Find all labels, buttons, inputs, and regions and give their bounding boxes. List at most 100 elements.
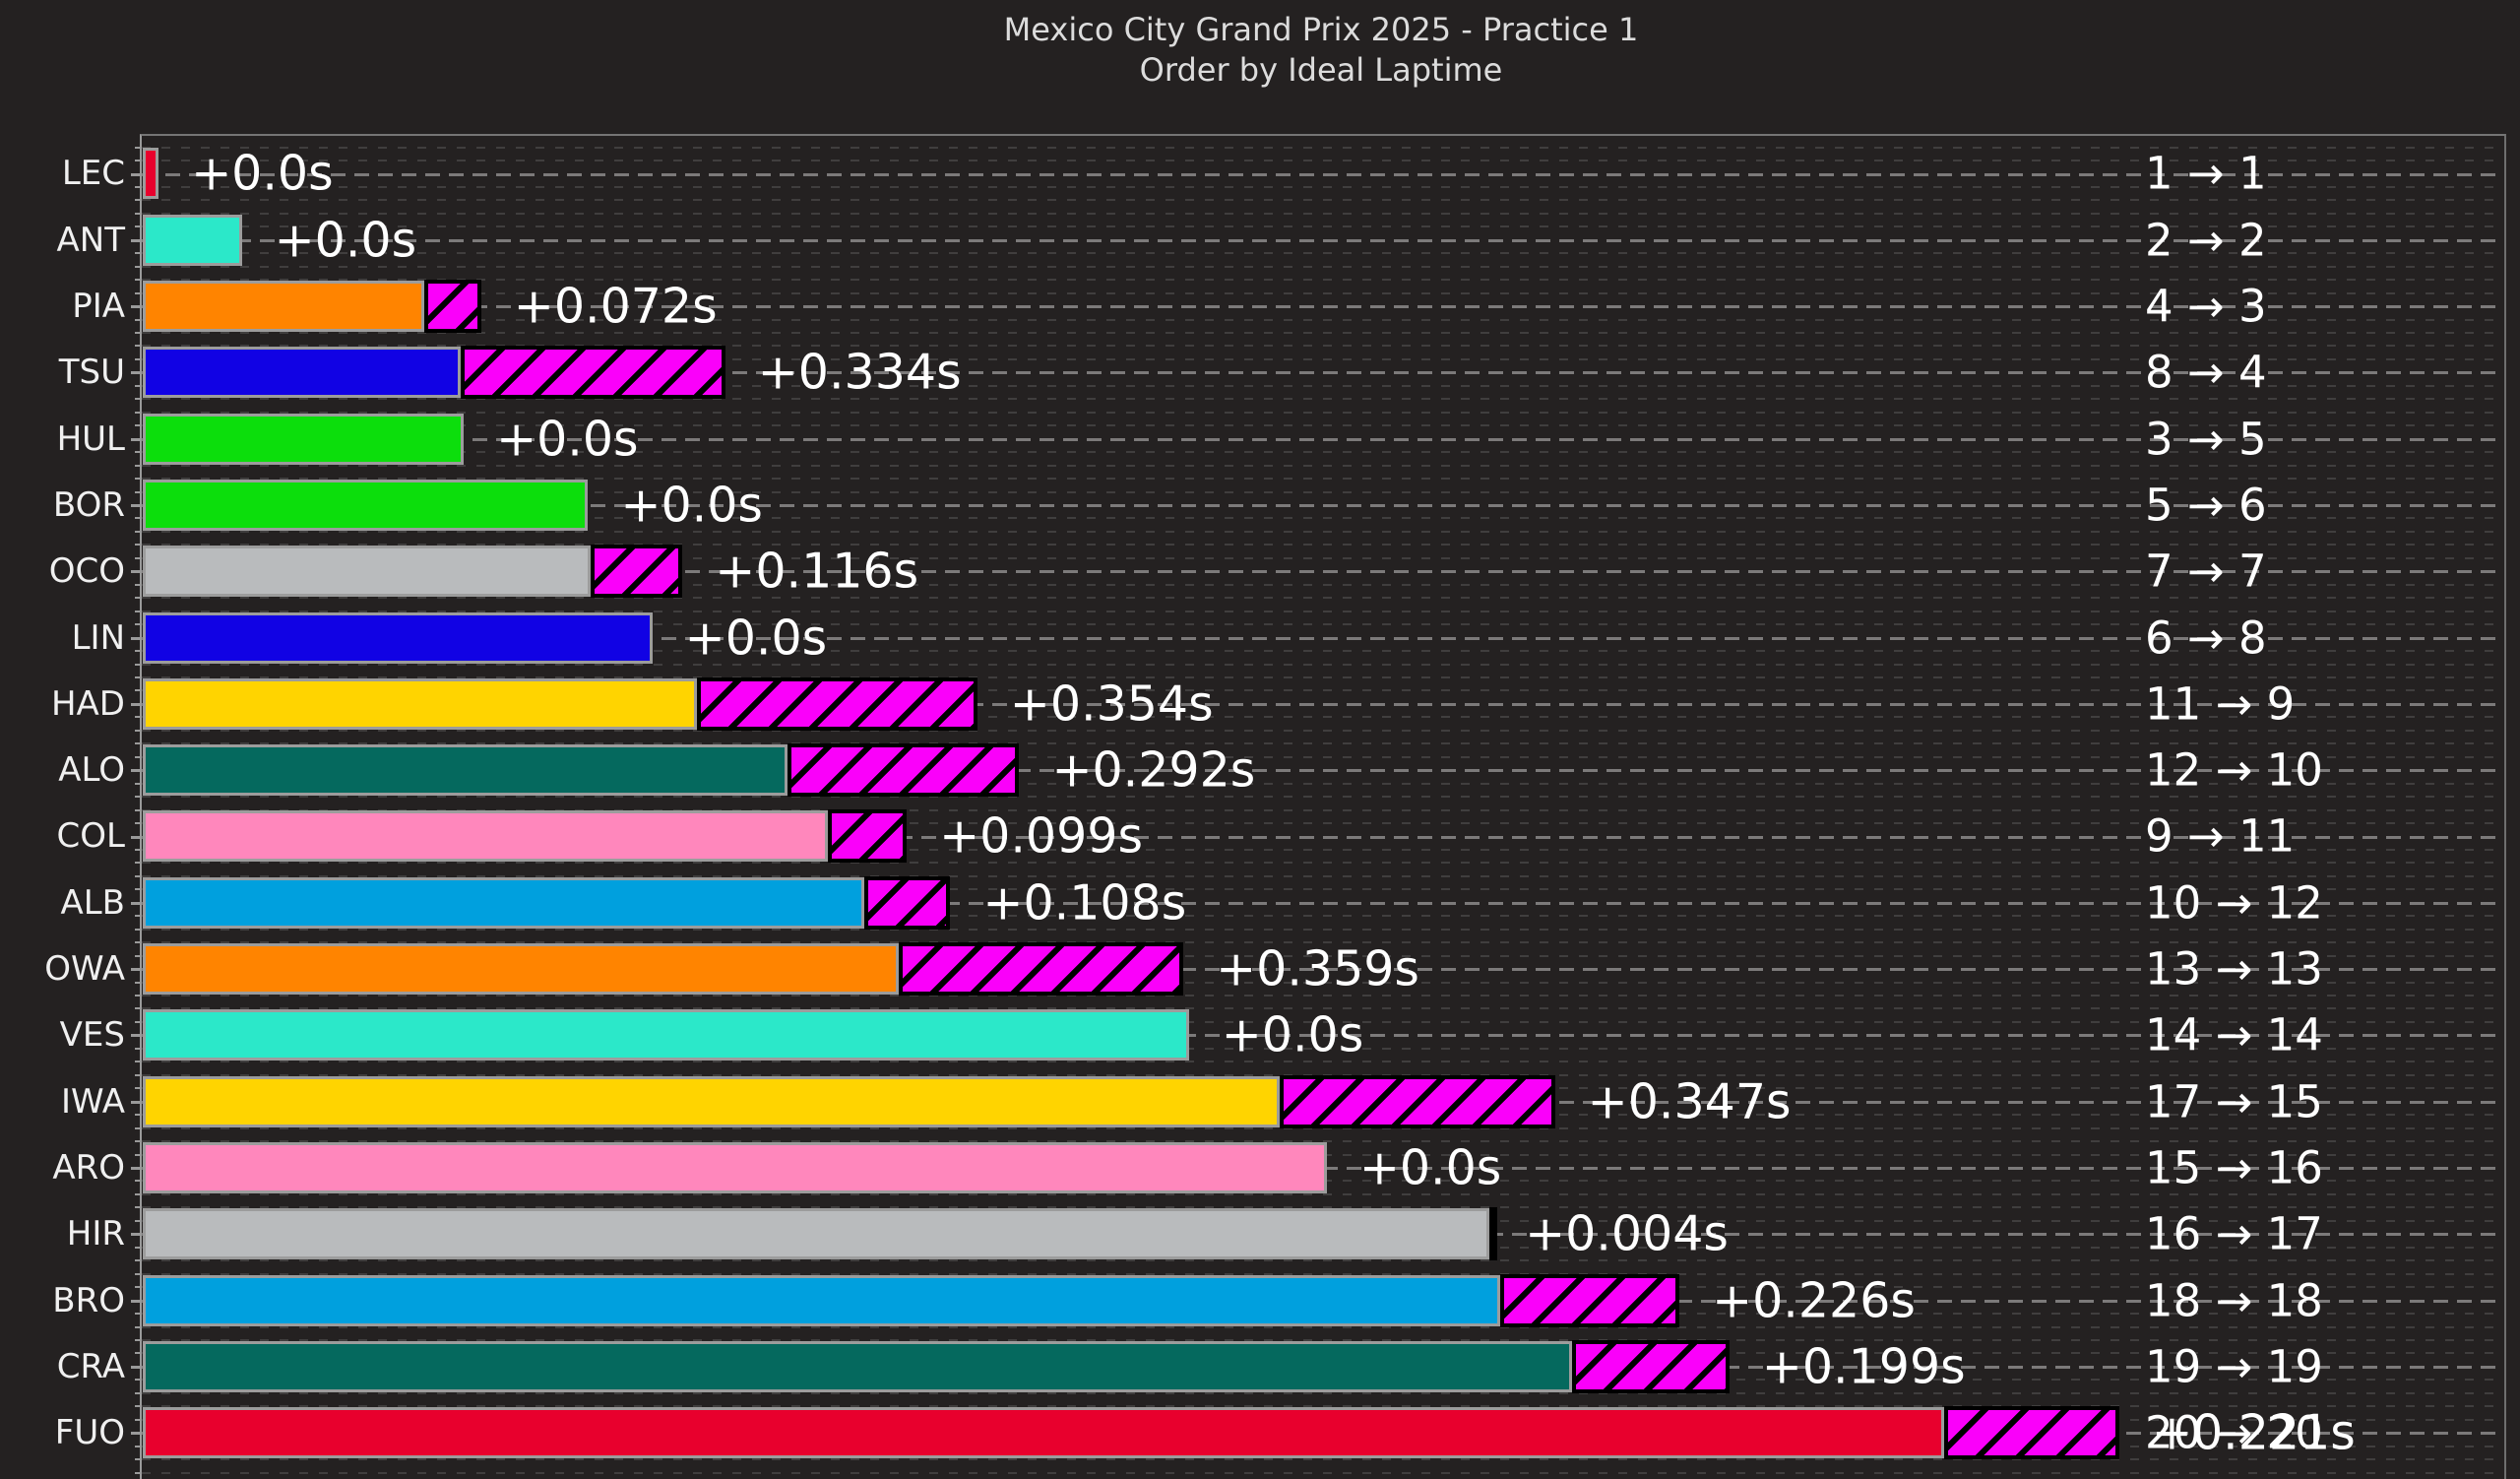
driver-code-label: PIA — [72, 287, 125, 327]
delta-hatch-bar — [1280, 1074, 1555, 1128]
position-change-label: 6 → 8 — [2145, 611, 2267, 665]
y-axis-minor-tick — [135, 874, 140, 877]
y-axis-minor-tick — [135, 1047, 140, 1050]
y-axis-minor-tick — [135, 1087, 140, 1090]
y-axis-minor-tick — [135, 862, 140, 865]
driver-row-ALO: ALO +0.292s 12 → 10 — [58, 738, 2504, 804]
y-axis-minor-tick — [135, 1073, 140, 1076]
y-axis-minor-tick — [135, 610, 140, 612]
y-axis-minor-tick — [135, 716, 140, 719]
driver-code-label: BOR — [52, 484, 125, 525]
y-axis-minor-tick — [135, 675, 140, 678]
y-axis-minor-tick — [135, 398, 140, 401]
y-axis-minor-tick — [135, 1192, 140, 1195]
driver-row-HUL: HUL +0.0s 3 → 5 — [57, 406, 2504, 472]
y-axis-minor-tick — [135, 928, 140, 931]
y-axis-minor-tick — [135, 345, 140, 348]
y-axis-minor-tick — [135, 1471, 140, 1474]
ideal-laptime-bar — [143, 1075, 1281, 1127]
delta-label: +0.0s — [191, 145, 334, 202]
driver-row-ARO: ARO +0.0s 15 → 16 — [52, 1134, 2504, 1200]
driver-code-label: OWA — [44, 949, 125, 990]
chart-title: Mexico City Grand Prix 2025 - Practice 1 — [1003, 11, 1639, 48]
y-axis-major-tick — [131, 901, 140, 905]
driver-row-HAD: HAD +0.354s 11 → 9 — [51, 671, 2504, 737]
driver-row-FUO: FUO +0.221s 20 → 20 — [55, 1400, 2504, 1466]
ideal-laptime-bar — [143, 479, 589, 531]
ideal-laptime-bar — [143, 1208, 1489, 1260]
delta-label: +0.0s — [496, 411, 639, 468]
y-axis-minor-tick — [135, 1020, 140, 1023]
driver-row-TSU: TSU +0.334s 8 → 4 — [59, 340, 2504, 406]
y-axis-minor-tick — [135, 318, 140, 321]
ideal-laptime-bar — [143, 611, 653, 664]
driver-row-COL: COL +0.099s 9 → 11 — [57, 804, 2504, 869]
driver-code-label: LEC — [61, 154, 125, 194]
delta-label: +0.099s — [939, 807, 1143, 865]
delta-hatch-bar — [1500, 1273, 1680, 1327]
y-axis-minor-tick — [135, 146, 140, 149]
y-axis-minor-tick — [135, 530, 140, 533]
delta-label: +0.354s — [1009, 675, 1214, 733]
delta-label: +0.108s — [982, 874, 1187, 932]
position-change-label: 8 → 4 — [2145, 346, 2267, 399]
driver-code-label: ANT — [56, 220, 125, 260]
driver-row-LIN: LIN +0.0s 6 → 8 — [72, 605, 2504, 671]
y-axis-minor-tick — [135, 1418, 140, 1421]
delta-hatch-bar — [899, 942, 1184, 997]
y-axis-minor-tick — [135, 411, 140, 414]
ideal-laptime-bar — [143, 214, 242, 266]
delta-hatch-bar — [696, 676, 977, 731]
y-axis-major-tick — [131, 769, 140, 773]
position-change-label: 4 → 3 — [2145, 280, 2267, 333]
y-axis-major-tick — [131, 570, 140, 574]
delta-label: +0.0s — [274, 212, 417, 269]
y-axis-minor-tick — [135, 995, 140, 997]
y-axis-minor-tick — [135, 1206, 140, 1209]
y-axis-major-tick — [131, 1365, 140, 1369]
y-axis-minor-tick — [135, 265, 140, 268]
delta-hatch-bar — [828, 809, 908, 864]
driver-code-label: CRA — [56, 1346, 125, 1386]
position-change-label: 20 → 20 — [2145, 1406, 2323, 1459]
y-axis-minor-tick — [135, 225, 140, 228]
driver-code-label: FUO — [54, 1413, 125, 1453]
driver-row-HIR: HIR +0.004s 16 → 17 — [67, 1201, 2504, 1267]
y-axis-minor-tick — [135, 1246, 140, 1249]
ideal-laptime-bar — [143, 1274, 1501, 1326]
driver-row-VES: VES +0.0s 14 → 14 — [60, 1002, 2504, 1068]
y-axis-minor-tick — [135, 808, 140, 811]
delta-label: +0.004s — [1525, 1205, 1729, 1262]
y-axis-minor-tick — [135, 650, 140, 653]
y-axis-minor-tick — [135, 782, 140, 785]
ideal-laptime-bar — [143, 281, 424, 333]
delta-hatch-bar — [1943, 1406, 2119, 1460]
position-change-label: 16 → 17 — [2145, 1207, 2323, 1260]
delta-hatch-bar — [460, 346, 725, 400]
position-change-label: 7 → 7 — [2145, 545, 2267, 598]
y-axis-minor-tick — [135, 1140, 140, 1143]
ideal-laptime-bar — [143, 744, 788, 797]
driver-row-BRO: BRO +0.226s 18 → 18 — [52, 1267, 2504, 1333]
driver-code-label: ALO — [58, 750, 125, 791]
delta-label: +0.0s — [1221, 1006, 1364, 1063]
delta-hatch-bar — [590, 545, 683, 599]
driver-code-label: HUL — [56, 418, 125, 459]
plot-area: LEC +0.0s 1 → 1 ANT +0.0s 2 → 2 PIA +0.072s 4 → … — [44, 134, 2506, 1479]
position-change-label: 15 → 16 — [2145, 1141, 2323, 1194]
y-axis-minor-tick — [135, 796, 140, 799]
y-axis-minor-tick — [135, 1007, 140, 1010]
y-axis-minor-tick — [135, 623, 140, 626]
y-axis-minor-tick — [135, 1405, 140, 1408]
y-axis-major-tick — [131, 702, 140, 706]
ideal-laptime-bar — [143, 1340, 1572, 1392]
y-axis-minor-tick — [135, 663, 140, 666]
y-axis-minor-tick — [135, 1153, 140, 1156]
driver-code-label: TSU — [58, 353, 125, 393]
ideal-laptime-bar — [143, 413, 465, 465]
delta-label: +0.359s — [1216, 940, 1419, 997]
y-axis-minor-tick — [135, 848, 140, 851]
y-axis-minor-tick — [135, 199, 140, 202]
position-change-label: 13 → 13 — [2145, 942, 2323, 996]
y-axis-minor-tick — [135, 1272, 140, 1275]
